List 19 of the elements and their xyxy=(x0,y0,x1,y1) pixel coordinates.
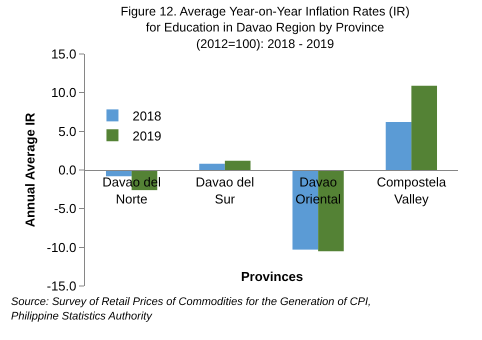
bar xyxy=(411,86,438,170)
source-note: Source: Survey of Retail Prices of Commodities for the Generation of CPI, Philippine Statistics Authority xyxy=(11,296,372,322)
legend-label: 2018 xyxy=(132,108,162,124)
x-tick-label: Davao del Sur xyxy=(196,174,254,206)
legend-label: 2019 xyxy=(132,128,162,144)
y-tick-label: -15.0 xyxy=(46,278,76,294)
y-tick-label: 15.0 xyxy=(51,46,76,62)
bar xyxy=(199,164,225,170)
x-axis-title: Provinces xyxy=(241,269,304,284)
x-tick-label: Compostela Valley xyxy=(376,174,447,206)
y-tick-label: -5.0 xyxy=(54,201,76,216)
y-tick-label: 5.0 xyxy=(58,124,76,139)
bar xyxy=(224,160,251,170)
chart-title: Figure 12. Average Year-on-Year Inflation Rates (IR) for Education in Davao Region by Province (2012=100): 2018 - 2019 xyxy=(120,4,410,51)
bar xyxy=(386,122,412,170)
y-tick-label: -10.0 xyxy=(46,240,76,255)
y-tick-label: 10.0 xyxy=(51,85,76,100)
y-tick-label: 0.0 xyxy=(58,162,76,178)
y-axis-title: Annual Average IR xyxy=(22,112,38,228)
